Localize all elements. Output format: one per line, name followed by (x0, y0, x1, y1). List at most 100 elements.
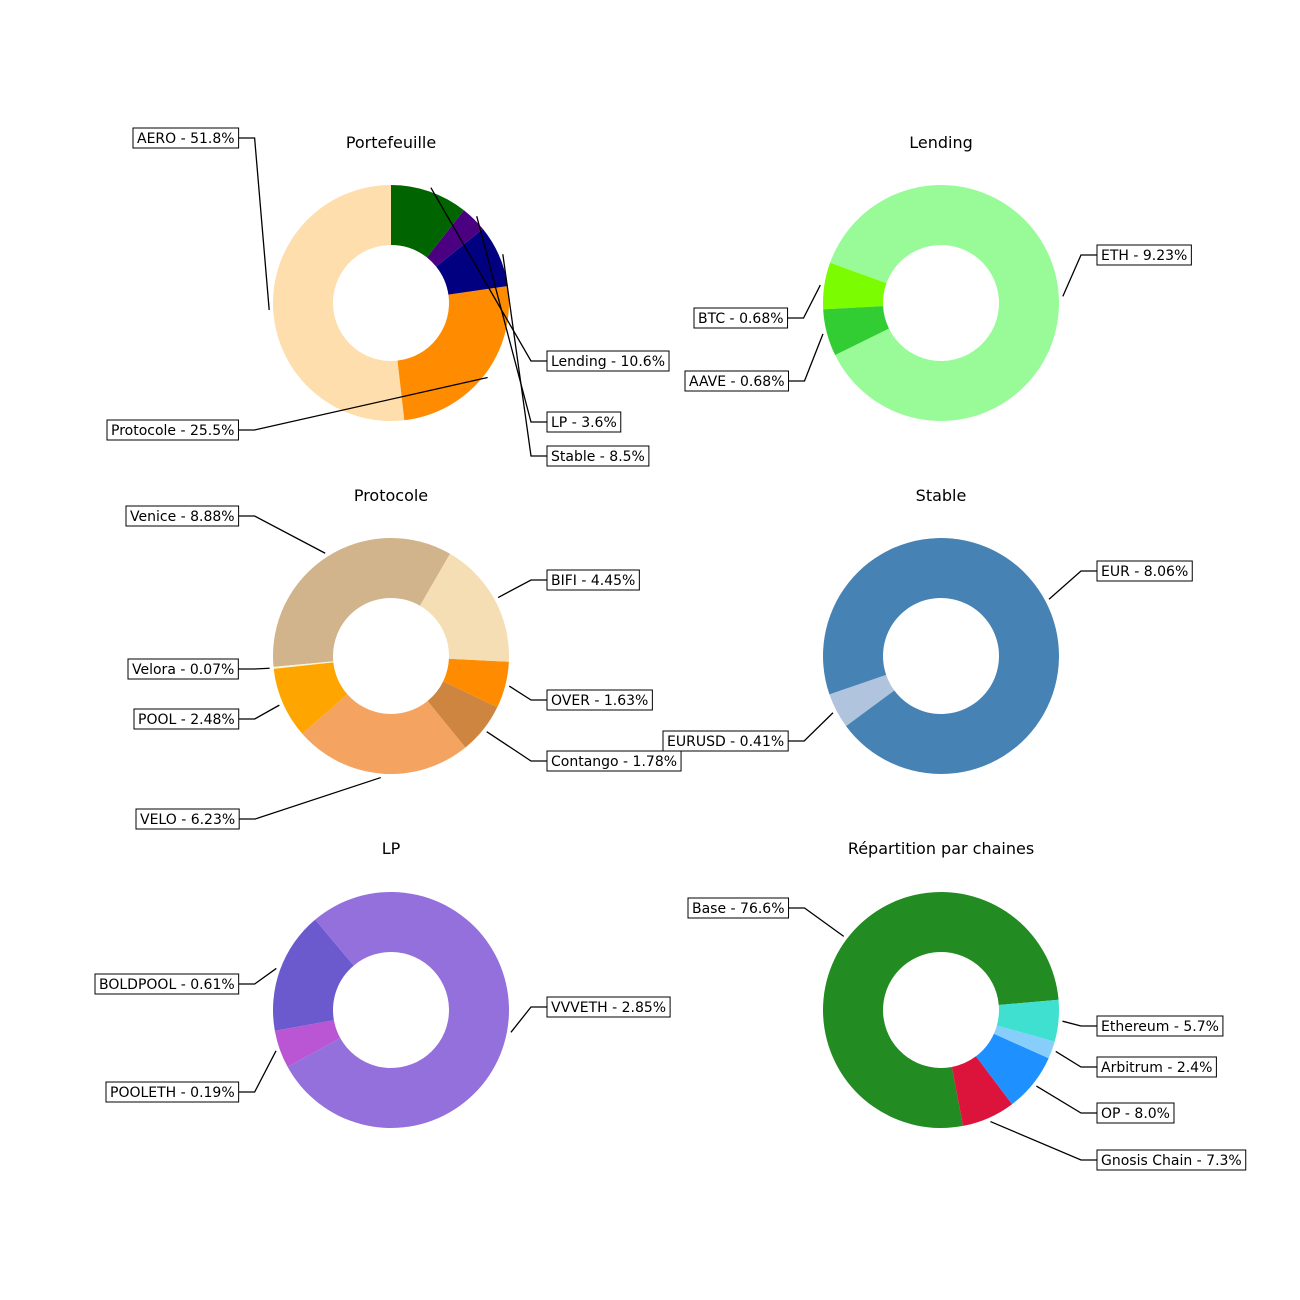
callout-label-vvveth: VVVETH - 2.85% (551, 1000, 666, 1016)
callout-label-boldpool: BOLDPOOL - 0.61% (99, 977, 235, 993)
leader-line (1036, 1085, 1097, 1114)
slice-eth (830, 184, 1059, 421)
leader-line (238, 515, 326, 554)
callout-box (546, 411, 622, 433)
leader-line (238, 667, 270, 670)
callout-label-op: OP - 8.0% (1101, 1106, 1170, 1122)
callout-box (127, 658, 239, 680)
chart-title: Répartition par chaines (848, 839, 1034, 858)
leader-line (510, 1006, 547, 1033)
leader-line (990, 1120, 1097, 1161)
chart-lp: LP BOLDPOOL - 0.61% POOLETH - 0.19% VVVETH … (94, 839, 671, 1128)
slice-venice (273, 538, 450, 667)
callout-label-ethereum: Ethereum - 5.7% (1101, 1019, 1219, 1035)
callout-label-btc: BTC - 0.68% (698, 311, 784, 327)
slice-arbitrum (993, 1025, 1055, 1059)
callout-label-pool: POOL - 2.48% (138, 712, 235, 728)
callout-box (1096, 1015, 1224, 1037)
slice-contango (427, 681, 498, 748)
leader-line (239, 776, 381, 820)
callout-label-venice: Venice - 8.88% (130, 509, 235, 525)
slice-eur (823, 538, 1059, 775)
callout-box (546, 689, 653, 711)
callout-box (684, 370, 789, 392)
callout-label-gnosis-chain: Gnosis Chain - 7.3% (1101, 1153, 1242, 1169)
leader-line (430, 187, 547, 362)
callout-box (94, 973, 240, 995)
callout-box (132, 127, 240, 149)
leader-line (788, 333, 824, 382)
callout-box (546, 350, 670, 372)
callout-box (1096, 560, 1193, 582)
callout-label-eurusd: EURUSD - 0.41% (667, 734, 784, 750)
chart-protocole: Protocole Venice - 8.88% Velora - 0.07% POO… (125, 486, 682, 830)
slice-base (823, 891, 1059, 1128)
chart-r-partition-par-chaines: Répartition par chaines Base - 76.6% Gnosi… (687, 839, 1247, 1171)
leader-line (1048, 570, 1097, 600)
chart-title: LP (382, 839, 401, 858)
chart-portefeuille: Portefeuille AERO - 51.8% Protocole - 25.5… (106, 127, 670, 467)
leader-line (1062, 1020, 1097, 1027)
callout-label-bifi: BIFI - 4.45% (551, 573, 635, 589)
leader-line (497, 579, 547, 599)
leader-line (238, 137, 270, 310)
callout-label-over: OVER - 1.63% (551, 693, 648, 709)
leader-line (502, 254, 547, 457)
chart-title: Stable (916, 486, 967, 505)
slice-aero (272, 185, 405, 422)
leader-line (476, 216, 547, 423)
chart-title: Lending (909, 133, 973, 152)
leader-line (1055, 1050, 1097, 1068)
slice-pool (273, 662, 348, 734)
callout-label-lp: LP - 3.6% (551, 415, 617, 431)
callout-label-protocole: Protocole - 25.5% (111, 423, 234, 439)
callout-box (546, 445, 650, 467)
slice-over (443, 658, 509, 708)
callout-box (1096, 1149, 1247, 1171)
leader-line (1062, 254, 1097, 297)
slice-stable (436, 228, 508, 295)
slice-lp (426, 210, 483, 267)
leader-line (486, 731, 547, 762)
callout-box (546, 996, 671, 1018)
callout-label-eth: ETH - 9.23% (1101, 248, 1187, 264)
slice-boldpool (273, 919, 354, 1031)
chart-title: Protocole (354, 486, 428, 505)
slice-eurusd (829, 674, 895, 727)
chart-stable: Stable EURUSD - 0.41% EUR - 8.06% (662, 486, 1193, 775)
callout-label-velo: VELO - 6.23% (140, 812, 235, 828)
callout-label-base: Base - 76.6% (692, 901, 785, 917)
slice-btc (823, 262, 887, 310)
callout-label-aave: AAVE - 0.68% (689, 374, 785, 390)
callout-label-velora: Velora - 0.07% (132, 662, 234, 678)
callout-box (546, 569, 640, 591)
callout-box (1096, 244, 1192, 266)
callout-label-stable: Stable - 8.5% (551, 449, 645, 465)
leader-line (238, 967, 277, 985)
slice-vvveth (287, 892, 509, 1128)
callout-label-eur: EUR - 8.06% (1101, 564, 1188, 580)
callout-box (106, 419, 239, 441)
slice-gnosis-chain (951, 1056, 1013, 1126)
leader-line (238, 704, 280, 720)
chart-title: Portefeuille (346, 133, 436, 152)
leader-line (787, 284, 821, 319)
slice-aave (823, 306, 889, 356)
slice-bifi (420, 553, 510, 662)
callout-label-lending: Lending - 10.6% (551, 354, 665, 370)
callout-box (125, 505, 240, 527)
callout-box (1096, 1102, 1175, 1124)
leader-line (508, 685, 547, 701)
slice-op (975, 1033, 1049, 1105)
callout-box (693, 307, 789, 329)
callout-box (135, 808, 240, 830)
callout-box (1096, 1056, 1217, 1078)
slice-ethereum (996, 999, 1060, 1042)
callout-box (662, 730, 789, 752)
slice-lending (391, 185, 464, 258)
slice-velora (273, 661, 334, 669)
callout-box (546, 750, 682, 772)
chart-lending: Lending BTC - 0.68% AAVE - 0.68% ETH - 9.23… (684, 133, 1192, 421)
slice-velo (302, 694, 466, 774)
